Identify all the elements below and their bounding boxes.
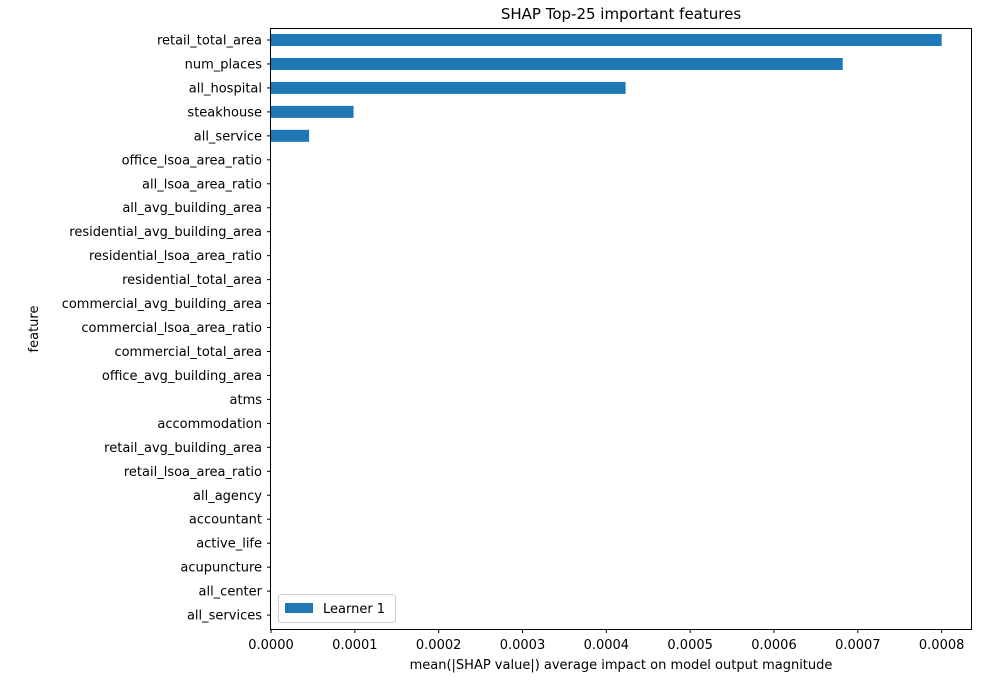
y-tick-label: retail_avg_building_area — [104, 441, 262, 456]
bar-steakhouse — [271, 105, 354, 118]
x-axis-label: mean(|SHAP value|) average impact on mod… — [410, 658, 833, 673]
y-tick-label: commercial_total_area — [114, 345, 262, 360]
x-tick-label: 0.0004 — [584, 638, 630, 653]
bar-all_hospital — [271, 81, 626, 94]
x-tick-label: 0.0008 — [919, 638, 965, 653]
y-tick-label: all_service — [194, 129, 262, 144]
y-tick-label: all_agency — [193, 489, 262, 504]
x-tick-label: 0.0003 — [500, 638, 546, 653]
y-tick-label: num_places — [185, 57, 263, 72]
chart-title: SHAP Top-25 important features — [501, 5, 741, 23]
bar-all_service — [271, 129, 310, 142]
y-tick-label: accountant — [189, 513, 262, 528]
y-tick-label: office_lsoa_area_ratio — [122, 153, 262, 168]
legend-label: Learner 1 — [323, 602, 385, 617]
legend-swatch — [285, 603, 313, 613]
x-tick-label: 0.0007 — [835, 638, 881, 653]
x-tick-label: 0.0001 — [332, 638, 378, 653]
y-tick-label: all_services — [187, 609, 262, 624]
y-tick-label: acupuncture — [180, 561, 262, 576]
legend: Learner 1 — [278, 594, 396, 623]
y-tick-label: office_avg_building_area — [102, 369, 262, 384]
y-tick-label: commercial_lsoa_area_ratio — [81, 321, 262, 336]
y-tick-label: all_hospital — [189, 81, 262, 96]
x-tick-label: 0.0006 — [751, 638, 797, 653]
y-tick-label: all_lsoa_area_ratio — [142, 177, 262, 192]
plot-frame — [270, 28, 972, 630]
x-tick-label: 0.0000 — [248, 638, 294, 653]
bar-retail_total_area — [271, 34, 942, 46]
y-axis-label: feature — [27, 306, 42, 353]
y-tick-label: retail_lsoa_area_ratio — [124, 465, 262, 480]
bar-num_places — [271, 57, 843, 70]
bars-group — [271, 34, 942, 142]
y-tick-label: retail_total_area — [157, 34, 262, 49]
y-tick-label: all_avg_building_area — [122, 201, 262, 216]
y-tick-label: atms — [230, 393, 263, 408]
x-tick-label: 0.0005 — [667, 638, 713, 653]
y-tick-label: commercial_avg_building_area — [62, 297, 262, 312]
x-tick-label: 0.0002 — [416, 638, 462, 653]
legend-box — [278, 594, 396, 623]
y-tick-label: residential_total_area — [122, 273, 262, 288]
y-tick-label: residential_avg_building_area — [69, 225, 262, 240]
y-tick-label: residential_lsoa_area_ratio — [89, 249, 262, 264]
y-tick-label: accommodation — [157, 417, 262, 432]
y-axis-ticks: retail_total_area num_places all_hospitals… — [62, 34, 271, 624]
y-tick-label: all_center — [198, 585, 262, 600]
y-tick-label: steakhouse — [187, 105, 262, 120]
x-axis-ticks: 0.0000 0.0001 0.0002 0.0003 0.0004 0.0005 0.00… — [248, 629, 964, 653]
y-tick-label: active_life — [196, 537, 262, 552]
